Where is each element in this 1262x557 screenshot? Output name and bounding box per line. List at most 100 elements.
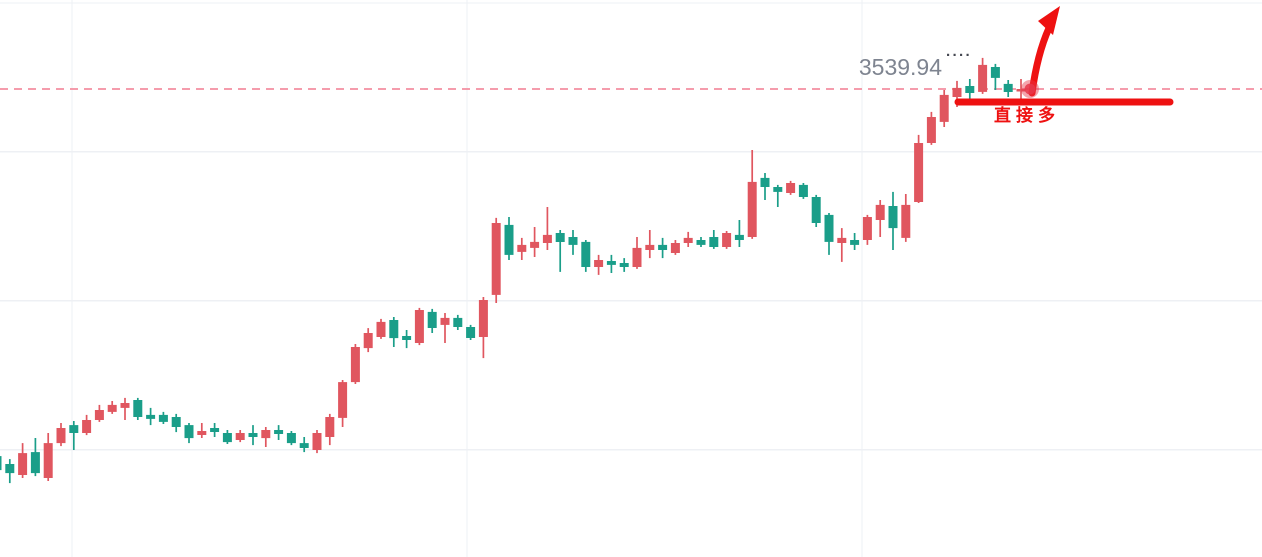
candle[interactable] <box>363 328 373 353</box>
candle[interactable] <box>453 314 463 330</box>
candle[interactable] <box>606 254 616 273</box>
candle-body <box>1016 89 1026 92</box>
candle-body <box>222 433 232 443</box>
candle[interactable] <box>555 230 565 272</box>
candle[interactable] <box>0 453 2 478</box>
candle[interactable] <box>773 184 783 207</box>
candle[interactable] <box>504 217 514 260</box>
candle[interactable] <box>82 414 92 436</box>
candle[interactable] <box>709 230 719 249</box>
candle[interactable] <box>389 317 399 347</box>
candle[interactable] <box>888 191 898 250</box>
candle[interactable] <box>850 233 860 250</box>
candle-body <box>632 247 642 267</box>
candle[interactable] <box>120 397 130 420</box>
candle[interactable] <box>274 425 284 440</box>
candle[interactable] <box>619 258 629 272</box>
candle[interactable] <box>466 324 476 340</box>
candle[interactable] <box>760 173 770 200</box>
candle[interactable] <box>30 438 40 477</box>
candle[interactable] <box>286 431 296 446</box>
candle[interactable] <box>542 207 552 250</box>
candle[interactable] <box>786 180 796 195</box>
candle[interactable] <box>235 430 245 443</box>
candle-body <box>5 464 15 474</box>
price-label-dots-icon: ···· <box>946 47 972 64</box>
candle[interactable] <box>914 134 924 203</box>
candle[interactable] <box>197 423 207 438</box>
candle[interactable] <box>18 443 28 478</box>
candle[interactable] <box>5 459 15 484</box>
candle[interactable] <box>530 227 540 257</box>
candle[interactable] <box>69 421 79 450</box>
candle[interactable] <box>133 397 143 420</box>
candle[interactable] <box>670 240 680 255</box>
candle[interactable] <box>990 63 1000 90</box>
candle-body <box>363 333 373 349</box>
candle-body <box>504 224 514 255</box>
candle[interactable] <box>440 313 450 343</box>
candle[interactable] <box>491 217 501 303</box>
candle[interactable] <box>517 237 527 260</box>
candle[interactable] <box>222 430 232 444</box>
candle[interactable] <box>338 380 348 427</box>
candle[interactable] <box>350 344 360 384</box>
candle[interactable] <box>299 437 309 453</box>
candle[interactable] <box>594 254 604 275</box>
candle[interactable] <box>146 407 156 426</box>
candle[interactable] <box>722 231 732 249</box>
candle[interactable] <box>210 423 220 437</box>
candle[interactable] <box>824 213 834 255</box>
candle[interactable] <box>798 183 808 199</box>
candle[interactable] <box>43 433 53 481</box>
long-entry-label[interactable]: 直接多 <box>994 106 1060 125</box>
candle[interactable] <box>632 237 642 269</box>
candle[interactable] <box>94 404 104 422</box>
candle[interactable] <box>862 214 872 245</box>
candle[interactable] <box>747 150 757 239</box>
candle[interactable] <box>427 308 437 333</box>
candle-body <box>440 317 450 325</box>
candle[interactable] <box>837 228 847 262</box>
candle-body <box>261 430 271 439</box>
candle[interactable] <box>978 57 988 94</box>
candle[interactable] <box>926 111 936 145</box>
candle-body <box>350 347 360 383</box>
candle-body <box>939 94 949 122</box>
candle-body <box>274 430 284 434</box>
candle-body <box>120 403 130 408</box>
candle[interactable] <box>734 220 744 247</box>
candle[interactable] <box>568 230 578 255</box>
candle[interactable] <box>414 307 424 346</box>
candle[interactable] <box>1003 80 1013 97</box>
candle[interactable] <box>171 413 181 433</box>
candle[interactable] <box>658 237 668 259</box>
candle[interactable] <box>376 318 386 339</box>
candle[interactable] <box>811 194 821 227</box>
candle[interactable] <box>645 230 655 259</box>
candle[interactable] <box>325 413 335 446</box>
candle-body <box>850 240 860 245</box>
candle-body <box>926 117 936 143</box>
candle[interactable] <box>875 200 885 237</box>
candle[interactable] <box>261 427 271 447</box>
candle[interactable] <box>56 423 66 447</box>
candle[interactable] <box>696 237 706 247</box>
candle-body <box>606 261 616 265</box>
candle[interactable] <box>248 425 258 446</box>
candle[interactable] <box>939 90 949 127</box>
candle-body <box>965 86 975 93</box>
candle[interactable] <box>312 430 322 454</box>
candle-body <box>696 240 706 245</box>
candle[interactable] <box>478 297 488 359</box>
candle[interactable] <box>581 240 591 272</box>
candle-body <box>466 327 476 338</box>
entry-dot[interactable] <box>1024 83 1036 95</box>
candle[interactable] <box>683 231 693 247</box>
candle[interactable] <box>158 411 168 424</box>
candle[interactable] <box>901 194 911 242</box>
candle[interactable] <box>184 423 194 444</box>
candle[interactable] <box>402 330 412 349</box>
candle[interactable] <box>107 401 117 414</box>
